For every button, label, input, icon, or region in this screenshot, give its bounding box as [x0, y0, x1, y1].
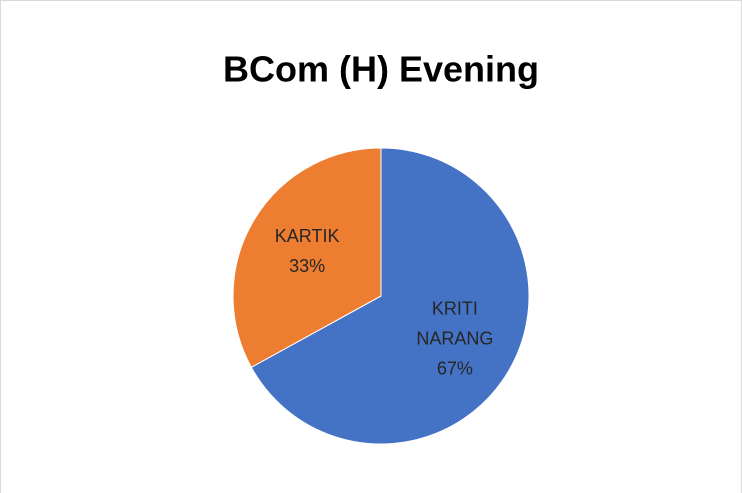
chart-title: BCom (H) Evening: [223, 49, 539, 90]
slice-value-label: 67%: [437, 358, 473, 378]
slice-category-label: KRITI NARANG: [416, 298, 493, 348]
slice-category-label: KARTIK: [275, 226, 340, 246]
slice-value-label: 33%: [289, 256, 325, 276]
pie-slice: [250, 147, 530, 445]
pie-slice: [232, 147, 382, 368]
